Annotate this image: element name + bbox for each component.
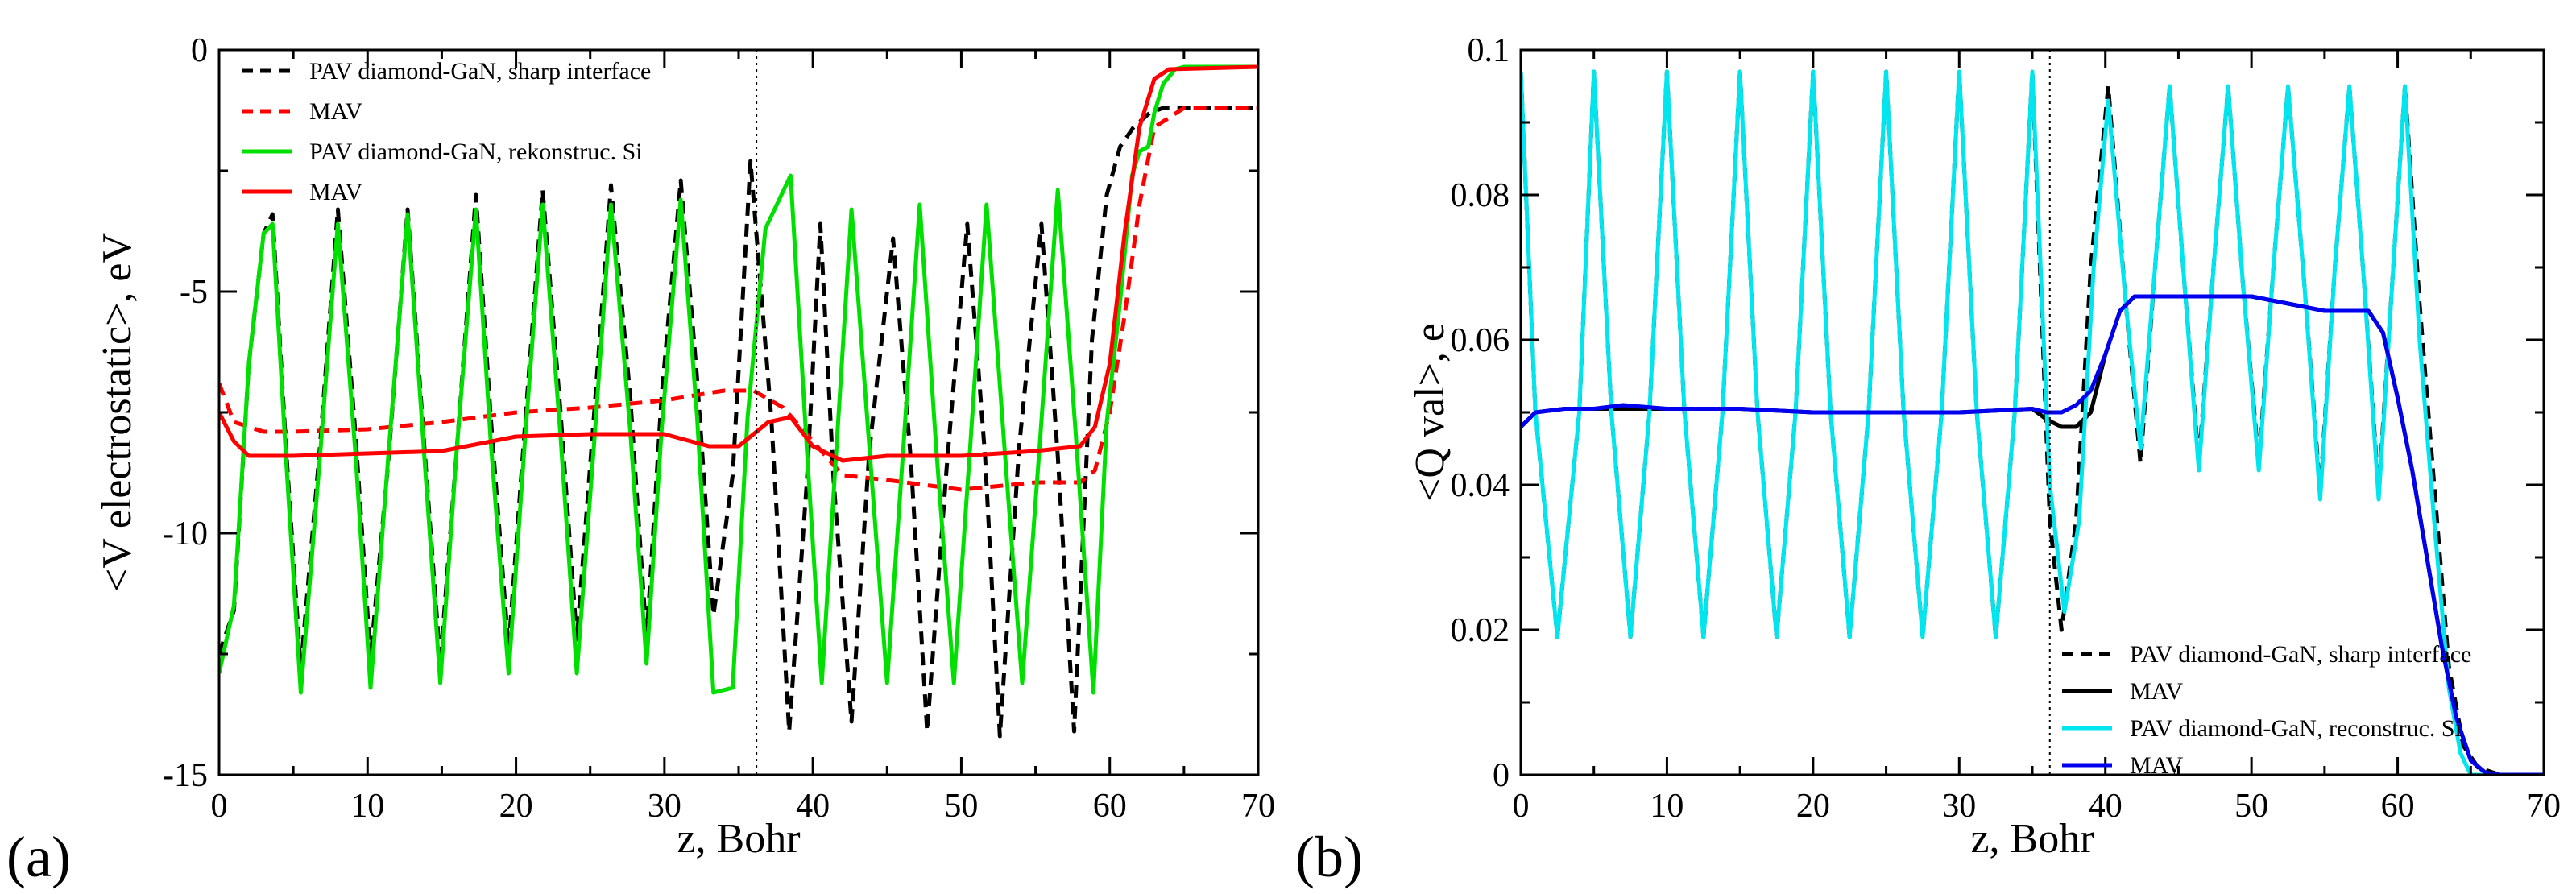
- legend-entry-label: MAV: [309, 98, 362, 125]
- y-tick-label: 0: [191, 32, 208, 69]
- legend-entry-label: MAV: [309, 179, 362, 205]
- x-tick-label: 20: [1796, 788, 1830, 825]
- x-tick-label: 30: [648, 788, 681, 825]
- y-tick-label: -15: [163, 757, 208, 794]
- y-tick-label: -5: [180, 274, 208, 311]
- x-tick-label: 10: [1650, 788, 1684, 825]
- series-group: [219, 64, 1258, 739]
- legend-entry-label: PAV diamond-GaN, sharp interface: [309, 58, 651, 85]
- series-line-1: [219, 106, 1258, 739]
- legend-entry-label: PAV diamond-GaN, rekonstruc. Si: [309, 139, 643, 165]
- y-tick-label: -10: [163, 515, 208, 553]
- x-tick-label: 20: [499, 788, 533, 825]
- x-tick-label: 50: [944, 788, 978, 825]
- legend: PAV diamond-GaN, sharp interface MAV PAV d…: [242, 58, 651, 205]
- x-tick-label: 40: [2089, 788, 2123, 825]
- x-tick-label: 10: [350, 788, 384, 825]
- panel-a: 0 10 20 30 40 50 60 70 -15 -10 -5 0 z, Bohr <V electr…: [6, 32, 1275, 889]
- series-line-4: [219, 64, 1258, 463]
- x-tick-label: 70: [2527, 788, 2561, 825]
- x-axis-label: z, Bohr: [677, 816, 800, 862]
- x-tick-label: 60: [2381, 788, 2415, 825]
- series-line-4: [1521, 294, 2544, 775]
- x-tick-label: 70: [1241, 788, 1275, 825]
- y-tick-label: 0.06: [1451, 322, 1510, 359]
- y-tick-label: 0.08: [1451, 177, 1510, 214]
- series-line-3: [219, 64, 1258, 695]
- legend-entry-label: MAV: [2130, 752, 2183, 779]
- y-tick-label: 0: [1493, 757, 1510, 794]
- panel-label: (b): [1295, 825, 1363, 889]
- x-tick-label: 50: [2234, 788, 2268, 825]
- x-tick-label: 60: [1093, 788, 1127, 825]
- x-tick-label: 0: [211, 788, 228, 825]
- legend: PAV diamond-GaN, sharp interface MAV PAV d…: [2062, 641, 2471, 779]
- series-line-3: [1521, 69, 2544, 775]
- y-tick-label: 0.02: [1451, 612, 1510, 649]
- panel-b: 0 10 20 30 40 50 60 70 0 0.02 0.04 0.06 0.08 0.1 z, Bo…: [1295, 32, 2561, 889]
- y-tick-label: 0.1: [1468, 32, 1510, 69]
- x-tick-label: 40: [796, 788, 830, 825]
- series-group: [1521, 69, 2544, 775]
- y-axis-label: <Q val>, e: [1407, 323, 1453, 502]
- legend-entry-label: MAV: [2130, 678, 2183, 705]
- series-line-2: [219, 106, 1258, 492]
- x-tick-label: 30: [1942, 788, 1976, 825]
- legend-entry-label: PAV diamond-GaN, sharp interface: [2130, 641, 2471, 668]
- x-axis-label: z, Bohr: [1970, 816, 2094, 862]
- x-tick-label: 0: [1513, 788, 1530, 825]
- legend-entry-label: PAV diamond-GaN, reconstruc. Si: [2130, 715, 2462, 742]
- y-axis-label: <V electrostatic>, eV: [94, 233, 140, 592]
- y-tick-label: 0.04: [1451, 467, 1510, 504]
- panel-label: (a): [6, 825, 71, 889]
